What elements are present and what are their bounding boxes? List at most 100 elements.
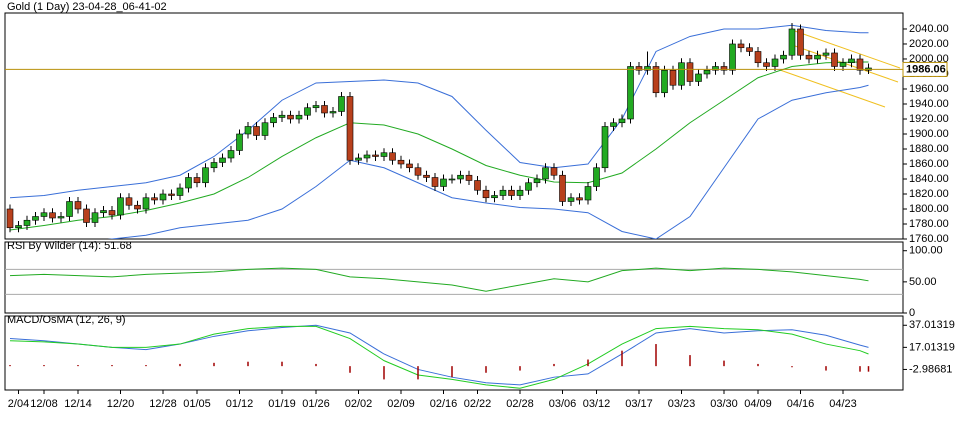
candle-body [848, 58, 855, 64]
candle-body [423, 174, 430, 178]
osma-bar [383, 366, 385, 380]
candle-body [822, 52, 830, 56]
candle-body [771, 58, 779, 67]
candle-body [431, 177, 439, 187]
y-tick-label: 17.01319 [909, 341, 955, 353]
x-tick-label: 03/17 [625, 398, 653, 410]
candle-body [227, 150, 235, 159]
candle-body [338, 96, 345, 112]
x-tick-label: 2/04 [8, 398, 29, 410]
y-tick-label: 1880.00 [909, 143, 949, 155]
y-tick-label: 1860.00 [909, 158, 949, 170]
candle-body [618, 118, 626, 124]
indicator-line [9, 24, 869, 199]
candle-body [525, 182, 532, 191]
candle-body [23, 219, 31, 226]
candle-body [440, 178, 447, 187]
x-tick-label: 02/22 [464, 398, 492, 410]
x-tick-label: 04/16 [787, 398, 815, 410]
price-panel [4, 12, 904, 240]
y-tick-label: 1940.00 [909, 98, 949, 110]
candle-body [49, 212, 56, 219]
osma-bar [689, 355, 691, 367]
candle-body [695, 73, 702, 82]
candle-body [125, 197, 133, 206]
macd-title: MACD/OsMA (12, 26, 9) [7, 314, 126, 326]
macd-panel [4, 315, 904, 391]
candle-body [321, 105, 328, 114]
candle-body [737, 43, 745, 49]
candle-body [814, 54, 821, 60]
price-label: 1986.06 [906, 63, 946, 75]
candle-body [74, 201, 82, 210]
osma-bar [485, 366, 487, 373]
y-tick-label: 1840.00 [909, 173, 949, 185]
osma-bar [723, 360, 725, 367]
candle-body [610, 122, 617, 127]
candle-body [91, 212, 99, 223]
y-tick-label: 2020.00 [909, 38, 949, 50]
candle-body [66, 201, 73, 217]
osma-bar [451, 366, 453, 378]
osma-bar [111, 365, 113, 367]
x-tick-label: 04/09 [744, 398, 772, 410]
candle-body [644, 66, 651, 71]
y-tick-label: 37.01319 [909, 319, 955, 331]
candle-body [601, 126, 609, 169]
candle-body [576, 197, 583, 201]
candle-body [482, 189, 490, 199]
price-label-box [902, 61, 948, 77]
x-tick-label: 01/19 [268, 398, 296, 410]
candle-body [448, 178, 456, 181]
indicator-line [9, 61, 869, 231]
osma-bar [281, 361, 283, 367]
x-tick-label: 02/02 [345, 398, 373, 410]
candle-body [287, 114, 294, 120]
candle-body [210, 162, 218, 169]
candle-body [839, 62, 847, 67]
osma-bar [145, 365, 147, 367]
candle-body [202, 167, 209, 184]
candle-body [83, 208, 90, 223]
candle-body [474, 180, 481, 191]
candle-body [542, 167, 549, 180]
candle-body [117, 197, 124, 216]
candle-body [414, 167, 422, 176]
osma-bar [179, 363, 181, 367]
x-tick-label: 01/12 [226, 398, 254, 410]
candle-body [508, 189, 515, 196]
osma-bar [825, 366, 827, 371]
x-tick-label: 01/26 [302, 398, 330, 410]
trend-channel [779, 29, 901, 108]
candle-body [329, 111, 337, 114]
candle-body [134, 204, 141, 210]
candle-body [6, 208, 14, 229]
x-tick-label: 03/23 [668, 398, 696, 410]
y-tick-label: 1780.00 [909, 218, 949, 230]
candle-body [669, 69, 677, 86]
chart-title: Gold (1 Day) 23-04-28_06-41-02 [7, 1, 167, 13]
candle-body [244, 126, 252, 135]
osma-bar [519, 366, 521, 371]
candle-body [176, 187, 184, 196]
x-tick-label: 12/14 [64, 398, 92, 410]
candle-body [720, 66, 728, 71]
y-tick-label: 1900.00 [909, 128, 949, 140]
candle-body [593, 167, 600, 187]
rsi-title: RSI By Wilder (14): 51.68 [7, 240, 132, 252]
candle-body [678, 62, 685, 86]
candle-body [278, 114, 286, 118]
osma-bar [77, 365, 79, 367]
candle-body [831, 52, 838, 67]
osma-bar [757, 363, 759, 367]
y-tick-label: -2.98681 [909, 363, 952, 375]
y-tick-label: 2000.00 [909, 53, 949, 65]
candle-body [100, 210, 107, 214]
osma-bar [43, 365, 45, 367]
x-tick-label: 12/28 [149, 398, 177, 410]
x-tick-label: 03/06 [549, 398, 577, 410]
candle-body [754, 51, 762, 64]
y-tick-label: 1760.00 [909, 233, 949, 245]
candle-body [499, 189, 507, 196]
